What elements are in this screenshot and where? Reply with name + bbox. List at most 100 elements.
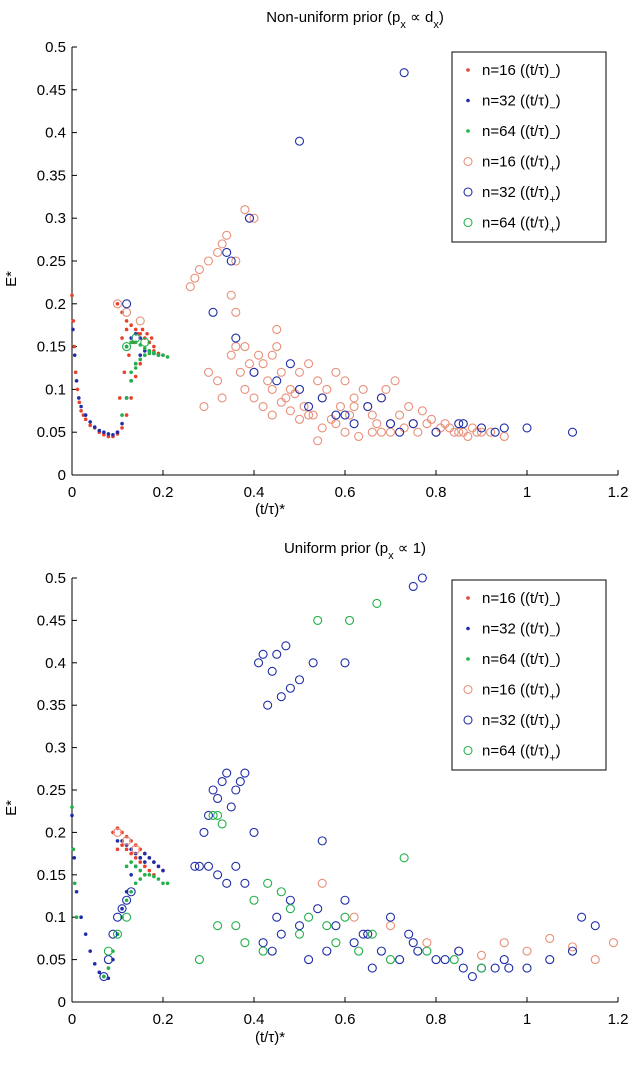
data-point [152, 344, 156, 349]
data-point [133, 864, 138, 869]
data-point [185, 282, 195, 292]
legend-entry: n=16 ((t/τ)+) [482, 154, 561, 176]
data-point [385, 955, 396, 965]
data-point [408, 419, 418, 429]
data-point [499, 938, 509, 948]
data-point [363, 929, 373, 939]
data-point [317, 393, 327, 403]
data-point [285, 895, 295, 905]
data-point [404, 929, 414, 939]
data-point [399, 853, 409, 863]
x-tick-label: 0.6 [335, 1011, 356, 1028]
data-point [71, 847, 76, 852]
data-point [545, 933, 555, 943]
data-point [340, 410, 350, 420]
data-point [522, 963, 532, 973]
data-point [272, 649, 282, 659]
data-point [235, 367, 245, 377]
data-point [458, 419, 468, 429]
series-4 [112, 827, 619, 965]
data-point [249, 393, 259, 403]
y-axis-title: E* [3, 800, 20, 816]
data-point [322, 946, 332, 956]
series-5 [99, 573, 600, 982]
data-point [199, 401, 209, 412]
data-point [138, 877, 143, 881]
data-point [115, 847, 120, 852]
data-point [476, 427, 487, 437]
x-tick-label: 0.4 [244, 1011, 265, 1028]
data-point [454, 419, 464, 429]
legend-entry: n=32 ((t/τ)+) [482, 712, 561, 734]
data-point [435, 423, 446, 433]
data-point [71, 327, 75, 332]
data-point [147, 868, 152, 873]
data-point [129, 340, 133, 345]
data-point [285, 406, 295, 416]
legend-marker [466, 129, 470, 133]
data-point [135, 316, 145, 326]
chart-panel-1: Non-uniform prior (px ∝ dx) 0 0.2 0.4 0.6 0.8… [3, 9, 628, 518]
legend-marker [466, 68, 470, 72]
y-tick-label: 0.05 [37, 952, 66, 969]
data-point [358, 384, 368, 394]
data-point [322, 921, 332, 931]
data-point [249, 213, 259, 223]
data-point [143, 864, 147, 869]
data-point [408, 938, 418, 948]
x-tick-label: 0 [68, 484, 76, 501]
data-point [413, 946, 423, 956]
data-point [304, 955, 314, 965]
data-point [331, 410, 341, 420]
data-point [133, 366, 138, 370]
data-point [74, 379, 79, 383]
data-point [143, 346, 147, 351]
data-point [73, 370, 78, 375]
data-point [258, 946, 268, 956]
data-point [203, 810, 214, 820]
data-point [294, 414, 305, 424]
data-point [476, 950, 487, 960]
data-point [367, 963, 377, 973]
data-point [127, 353, 131, 357]
data-point [194, 265, 204, 275]
data-point [222, 230, 232, 240]
data-point [272, 324, 282, 335]
data-point [440, 955, 450, 965]
x-tick-label: 1.2 [608, 484, 629, 501]
data-point [281, 393, 291, 403]
data-point [340, 427, 350, 437]
data-point [313, 376, 323, 386]
data-point [367, 929, 377, 939]
data-point [124, 396, 129, 400]
data-point [308, 658, 318, 668]
data-point [294, 136, 305, 146]
data-point [294, 675, 305, 685]
data-point [217, 393, 227, 403]
data-point [122, 342, 132, 352]
data-point [138, 856, 143, 860]
data-point [79, 404, 83, 409]
data-point [317, 423, 327, 433]
data-point [149, 336, 154, 340]
data-point [263, 878, 273, 888]
legend-entry: n=64 ((t/τ)+) [482, 743, 561, 765]
data-point [222, 768, 232, 778]
data-point [74, 915, 79, 919]
data-point [88, 423, 92, 428]
data-point [213, 793, 223, 804]
y-tick-label: 0.35 [37, 697, 66, 714]
data-point [190, 273, 200, 283]
data-point [426, 414, 437, 424]
data-point [344, 615, 355, 625]
data-point [106, 432, 111, 436]
data-point [133, 361, 138, 366]
data-point [440, 419, 450, 429]
data-point [217, 776, 227, 787]
data-point [102, 432, 106, 437]
data-point [417, 573, 427, 583]
data-point [122, 836, 132, 846]
data-point [294, 921, 305, 931]
data-point [115, 302, 120, 306]
data-point [522, 423, 532, 433]
